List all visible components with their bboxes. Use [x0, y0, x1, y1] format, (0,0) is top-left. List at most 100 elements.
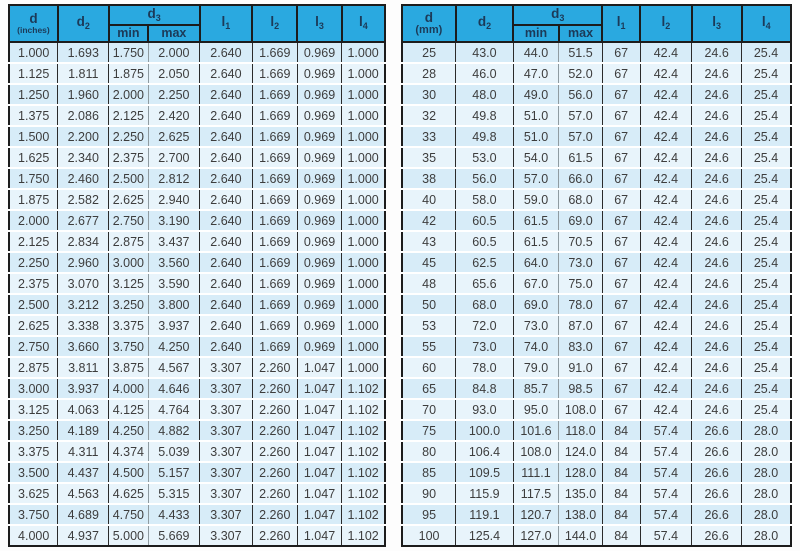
dimensions-table-mm: d (mm) d2 d3 l1 l2 l3 l4 min max 25 43.0 4…: [401, 4, 792, 547]
table-cell: 4.646: [147, 378, 200, 400]
table-row: 3.375 4.311 4.374 5.039 3.307 2.260 1.047 1.102: [9, 441, 385, 463]
table-cell: 1.669: [251, 252, 298, 274]
table-cell: 2.050: [147, 63, 200, 85]
table-cell: 2.500: [108, 168, 149, 190]
table-cell: 0.969: [296, 231, 342, 253]
table-cell: 24.6: [691, 231, 742, 253]
table-cell: 5.669: [147, 525, 200, 546]
table-row: 35 53.0 54.0 61.5 67 42.4 24.6 25.4: [402, 147, 791, 169]
table-cell: 60: [402, 357, 456, 379]
table-cell: 62.5: [455, 252, 514, 274]
table-cell: 3.800: [147, 294, 200, 316]
table-row: 2.500 3.212 3.250 3.800 2.640 1.669 0.969 1.000: [9, 294, 385, 316]
table-cell: 1.669: [251, 147, 298, 169]
table-cell: 4.125: [108, 399, 149, 421]
column-header-d3-max: max: [557, 25, 603, 43]
table-cell: 24.6: [691, 273, 742, 295]
table-cell: 28.0: [741, 420, 791, 442]
table-cell: 2.250: [108, 126, 149, 148]
table-row: 3.625 4.563 4.625 5.315 3.307 2.260 1.047 1.102: [9, 483, 385, 505]
table-cell: 2.640: [199, 168, 253, 190]
table-cell: 75: [402, 420, 456, 442]
table-row: 1.250 1.960 2.000 2.250 2.640 1.669 0.969 1.000: [9, 84, 385, 106]
table-cell: 2.677: [57, 210, 109, 232]
column-header-d-unit: (inches): [17, 25, 50, 36]
table-cell: 2.340: [57, 147, 109, 169]
table-cell: 42.4: [639, 399, 692, 421]
table-cell: 25.4: [741, 252, 791, 274]
table-cell: 1.000: [341, 252, 385, 274]
table-cell: 24.6: [691, 42, 742, 64]
table-cell: 42.4: [639, 189, 692, 211]
table-cell: 26.6: [691, 504, 742, 526]
table-cell: 57.4: [639, 441, 692, 463]
table-cell: 3.307: [199, 378, 253, 400]
table-cell: 2.640: [199, 273, 253, 295]
table-cell: 67: [601, 84, 641, 106]
table-cell: 1.102: [341, 462, 385, 484]
table-cell: 2.700: [147, 147, 200, 169]
table-cell: 52.0: [558, 63, 603, 85]
table-cell: 2.375: [108, 147, 149, 169]
column-header-d-label: d: [424, 9, 433, 25]
table-cell: 2.960: [57, 252, 109, 274]
table-cell: 3.375: [108, 315, 149, 337]
column-header-l2: l2: [639, 5, 692, 43]
table-body-mm: 25 43.0 44.0 51.5 67 42.4 24.6 25.4 28 46.0 47.0 52…: [402, 42, 791, 546]
table-cell: 1.047: [296, 420, 342, 442]
table-cell: 2.750: [9, 336, 58, 358]
table-cell: 1.047: [296, 462, 342, 484]
table-cell: 98.5: [558, 378, 603, 400]
table-cell: 3.660: [57, 336, 109, 358]
table-cell: 115.9: [455, 483, 514, 505]
table-cell: 4.250: [147, 336, 200, 358]
table-cell: 25.4: [741, 378, 791, 400]
table-cell: 1.750: [108, 42, 149, 64]
table-cell: 25.4: [741, 357, 791, 379]
table-cell: 0.969: [296, 147, 342, 169]
table-cell: 108.0: [558, 399, 603, 421]
table-cell: 0.969: [296, 126, 342, 148]
table-cell: 138.0: [558, 504, 603, 526]
table-row: 25 43.0 44.0 51.5 67 42.4 24.6 25.4: [402, 42, 791, 64]
table-cell: 42: [402, 210, 456, 232]
table-cell: 83.0: [558, 336, 603, 358]
table-cell: 4.433: [147, 504, 200, 526]
table-cell: 1.669: [251, 210, 298, 232]
table-cell: 84: [601, 483, 641, 505]
table-cell: 100: [402, 525, 456, 546]
table-row: 2.750 3.660 3.750 4.250 2.640 1.669 0.969 1.000: [9, 336, 385, 358]
table-cell: 3.437: [147, 231, 200, 253]
table-cell: 42.4: [639, 378, 692, 400]
table-body-inches: 1.000 1.693 1.750 2.000 2.640 1.669 0.969 1.000…: [9, 42, 385, 546]
table-cell: 95.0: [512, 399, 559, 421]
table-cell: 65.6: [455, 273, 514, 295]
column-header-l4: l4: [740, 5, 791, 43]
table-cell: 40: [402, 189, 456, 211]
table-cell: 49.8: [455, 105, 514, 127]
table-cell: 3.190: [147, 210, 200, 232]
table-cell: 1.047: [296, 399, 342, 421]
table-cell: 60.5: [455, 210, 514, 232]
table-cell: 24.6: [691, 336, 742, 358]
table-cell: 1.000: [341, 357, 385, 379]
table-cell: 57.4: [639, 462, 692, 484]
table-cell: 2.260: [251, 483, 298, 505]
table-cell: 48.0: [455, 84, 514, 106]
table-cell: 3.937: [147, 315, 200, 337]
table-cell: 2.420: [147, 105, 200, 127]
table-cell: 4.937: [57, 525, 109, 546]
table-cell: 70.5: [558, 231, 603, 253]
table-cell: 67: [601, 42, 641, 64]
table-cell: 45: [402, 252, 456, 274]
table-row: 1.750 2.460 2.500 2.812 2.640 1.669 0.969 1.000: [9, 168, 385, 190]
table-cell: 2.260: [251, 399, 298, 421]
table-cell: 5.039: [147, 441, 200, 463]
table-cell: 25.4: [741, 315, 791, 337]
column-header-l4: l4: [340, 5, 385, 43]
table-cell: 43: [402, 231, 456, 253]
table-cell: 24.6: [691, 315, 742, 337]
table-cell: 5.157: [147, 462, 200, 484]
table-cell: 24.6: [691, 84, 742, 106]
column-header-d2: d2: [56, 5, 109, 43]
